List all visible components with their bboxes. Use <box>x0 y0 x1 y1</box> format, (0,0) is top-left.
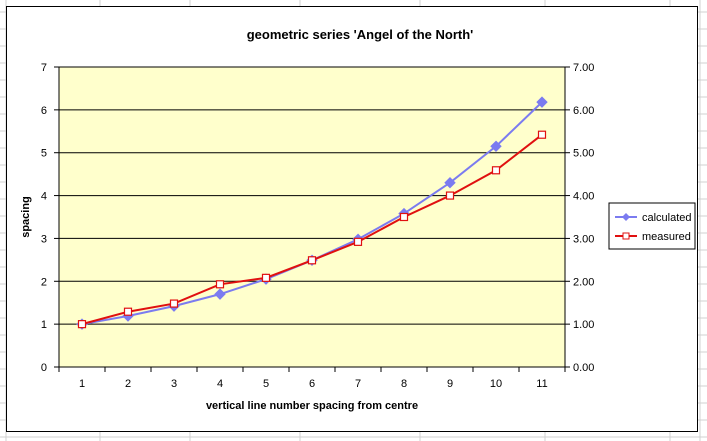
plot-area <box>58 66 566 368</box>
x-tick-label: 3 <box>171 378 177 390</box>
x-axis-title: vertical line number spacing from centre <box>206 400 418 412</box>
y-tick-label: 1 <box>41 319 47 331</box>
y-tick-label: 7 <box>41 62 47 74</box>
x-tick-label: 8 <box>401 378 407 390</box>
data-point-measured <box>169 299 179 308</box>
x-tick-label: 9 <box>447 378 453 390</box>
data-point-calculated <box>490 140 502 152</box>
y-tick-label: 6 <box>41 105 47 117</box>
y2-tick-label: 5.00 <box>573 148 594 160</box>
y-tick-label: 4 <box>41 191 47 203</box>
legend-label-calculated: calculated <box>642 212 692 224</box>
series-layer <box>76 96 548 330</box>
data-point-measured <box>123 307 133 316</box>
legend[interactable]: calculated measured <box>608 202 696 250</box>
x-tick-label: 11 <box>536 378 547 390</box>
data-point-measured <box>261 273 271 282</box>
data-point-measured <box>537 130 547 139</box>
data-point-measured <box>307 256 317 265</box>
y-tick-label: 2 <box>41 276 47 288</box>
y-tick-label: 3 <box>41 233 47 245</box>
data-point-measured <box>399 212 409 222</box>
series-measured <box>77 130 547 329</box>
y2-tick-label: 7.00 <box>573 62 594 74</box>
chart-title: geometric series 'Angel of the North' <box>247 27 474 42</box>
x-tick-label: 10 <box>490 378 502 390</box>
chart-area[interactable]: geometric series 'Angel of the North' 1 2… <box>6 6 698 432</box>
gridlines <box>59 66 565 325</box>
y2-tick-label: 1.00 <box>573 319 594 331</box>
x-tick-label: 6 <box>309 378 315 390</box>
data-point-calculated <box>444 177 456 189</box>
x-tick-label: 2 <box>125 378 131 390</box>
x-tick-label: 4 <box>217 378 223 390</box>
x-tick-label: 1 <box>79 378 85 390</box>
y2-tick-label: 6.00 <box>573 105 594 117</box>
x-tick-label: 5 <box>263 378 269 390</box>
x-axis: 1 2 3 4 5 6 7 8 9 10 11 <box>58 367 566 390</box>
y2-tick-label: 2.00 <box>573 276 594 288</box>
data-point-measured <box>215 280 225 289</box>
y-axis-left: 0 1 2 3 4 5 6 7 <box>41 62 59 374</box>
data-point-calculated <box>214 288 226 300</box>
data-point-measured <box>353 237 363 246</box>
data-point-measured <box>445 191 455 200</box>
y-axis-right: 0.00 1.00 2.00 3.00 4.00 5.00 6.00 7.00 <box>565 62 594 374</box>
y-tick-label: 5 <box>41 148 47 160</box>
x-tick-label: 7 <box>355 378 361 390</box>
legend-box <box>608 202 696 250</box>
y2-tick-label: 3.00 <box>573 233 594 245</box>
data-point-measured <box>491 166 501 175</box>
y-tick-label: 0 <box>41 362 47 374</box>
y2-tick-label: 0.00 <box>573 362 594 374</box>
legend-label-measured: measured <box>642 231 691 243</box>
y2-tick-label: 4.00 <box>573 191 594 203</box>
legend-marker-measured <box>622 232 630 240</box>
legend-marker-calculated <box>622 213 630 221</box>
data-point-measured <box>77 320 87 329</box>
line-chart: geometric series 'Angel of the North' 1 2… <box>20 27 696 412</box>
data-point-calculated <box>536 96 548 108</box>
y-axis-title: spacing <box>20 196 32 238</box>
